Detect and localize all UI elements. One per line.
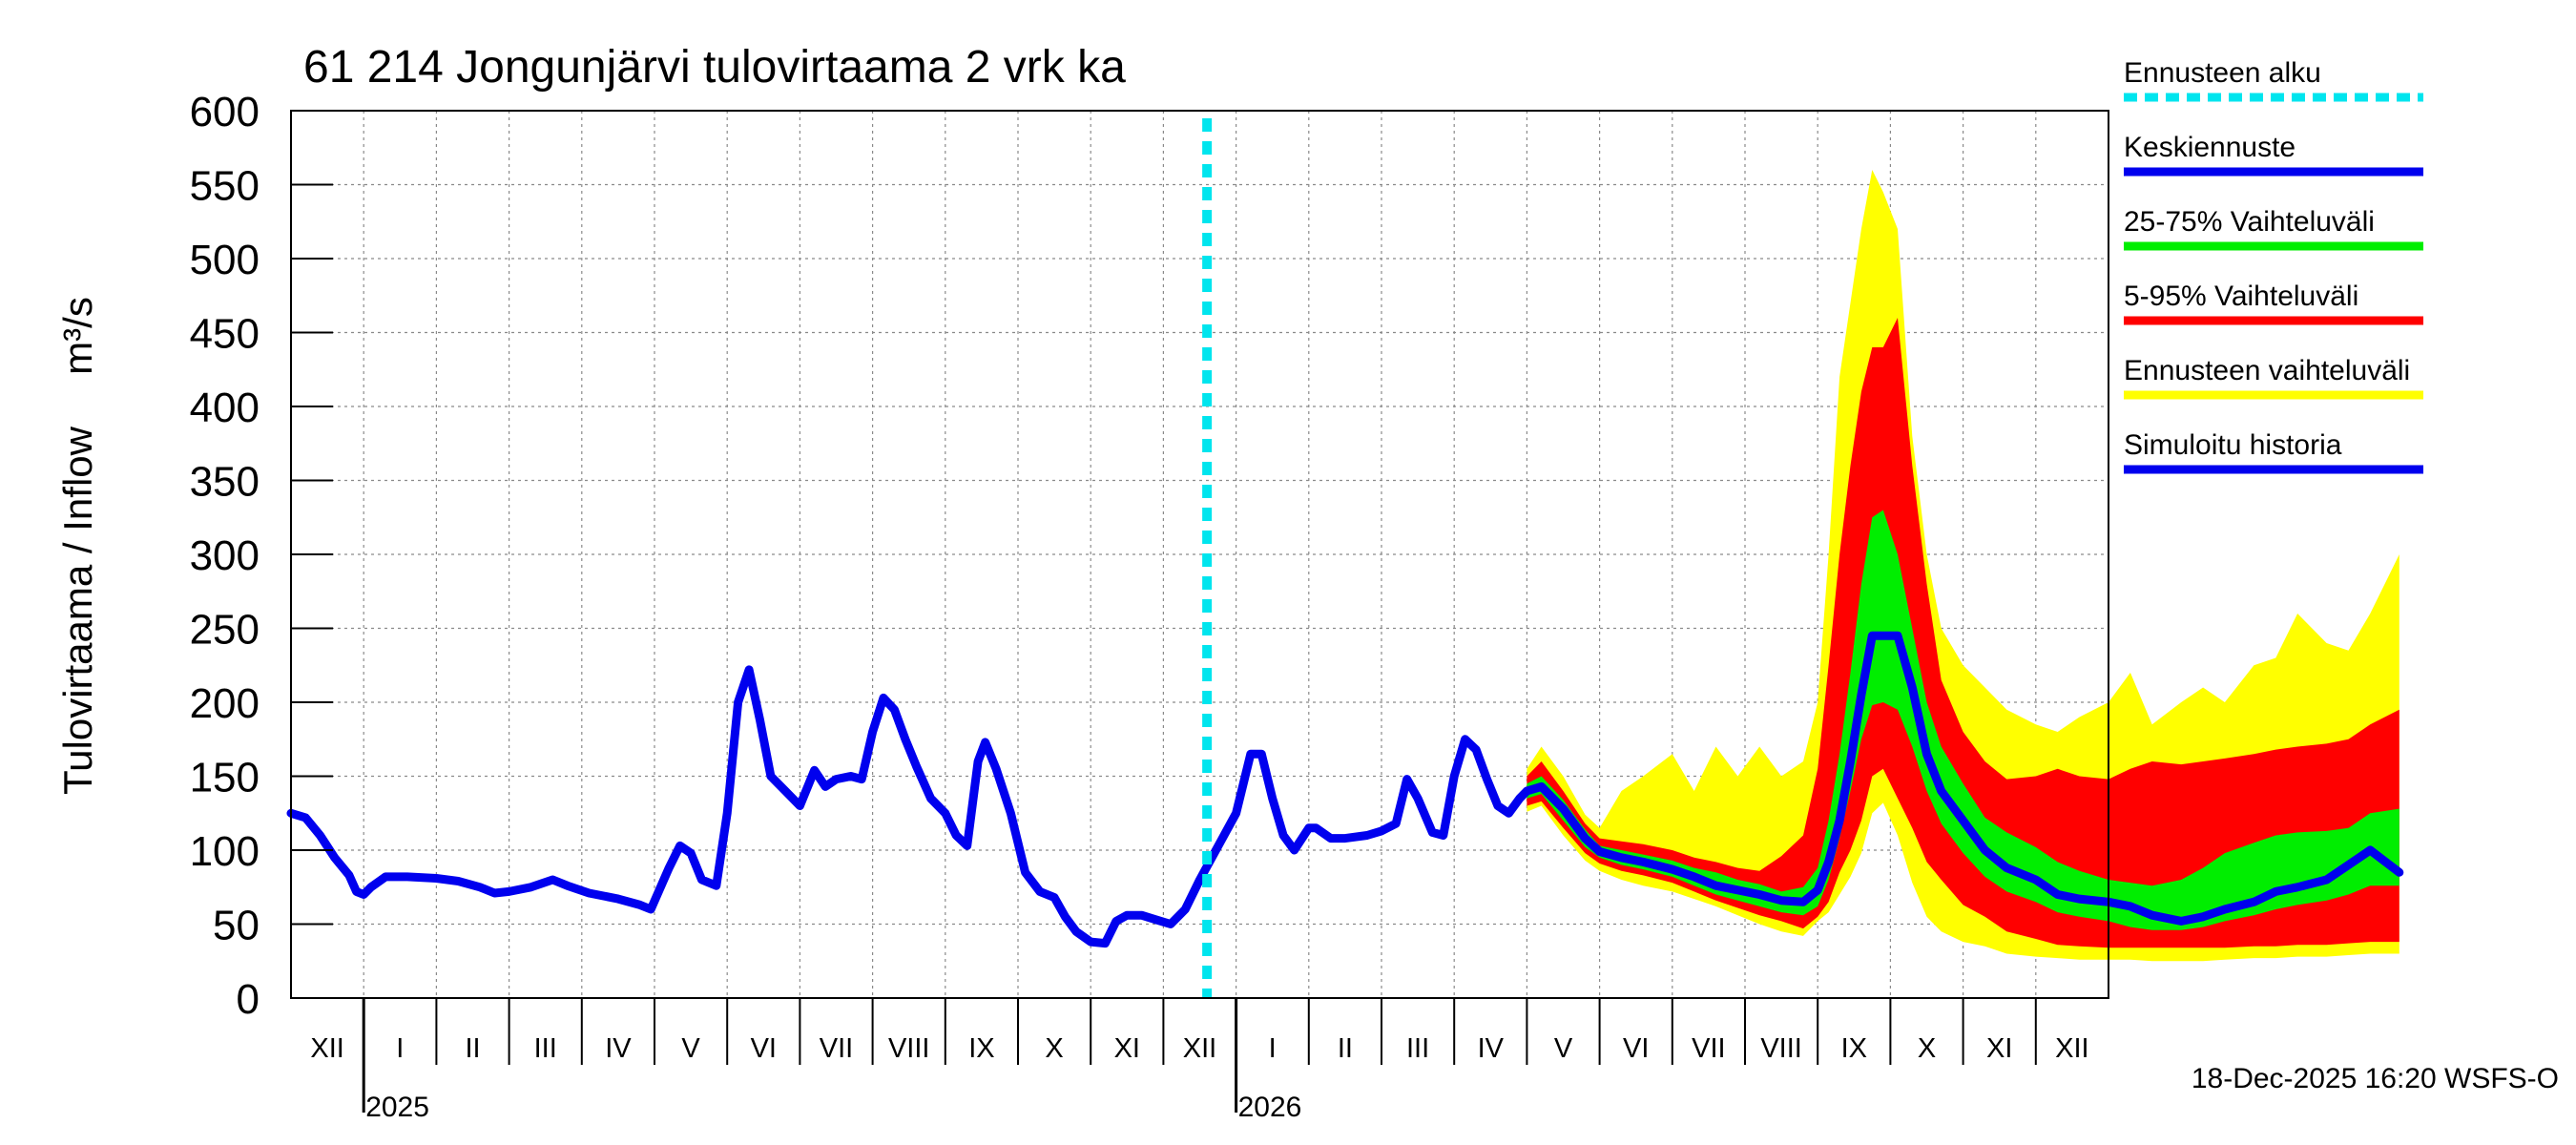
legend-label: 5-95% Vaihteluväli xyxy=(2124,281,2358,312)
x-month-label: IV xyxy=(1478,1033,1505,1064)
y-axis-unit-text: m³/s xyxy=(55,297,100,375)
x-month-label: XII xyxy=(2055,1033,2088,1064)
legend-label: Simuloitu historia xyxy=(2124,429,2342,461)
x-month-label: XII xyxy=(1183,1033,1216,1064)
x-month-label: VI xyxy=(751,1033,777,1064)
forecast-bands xyxy=(1527,170,2399,962)
x-axis-ticks: XII I II III IV V VI VII VIII IX X XI XII I II III IV V VI… xyxy=(310,998,2089,1123)
x-month-label: III xyxy=(1406,1033,1429,1064)
x-month-label: X xyxy=(1045,1033,1063,1064)
legend-label: Keskiennuste xyxy=(2124,132,2296,163)
x-month-label: II xyxy=(465,1033,480,1064)
x-year-label: 2026 xyxy=(1238,1092,1302,1123)
y-axis-unit: m³/s xyxy=(55,297,100,375)
x-month-label: VIII xyxy=(888,1033,930,1064)
y-tick-label: 300 xyxy=(190,532,260,579)
y-tick-label: 200 xyxy=(190,680,260,727)
x-month-label: IV xyxy=(605,1033,632,1064)
x-month-label: XI xyxy=(1986,1033,2012,1064)
band-25-75 xyxy=(1527,510,2399,930)
y-tick-label: 600 xyxy=(190,89,260,135)
y-tick-label: 0 xyxy=(237,976,260,1023)
x-month-label: IX xyxy=(968,1033,994,1064)
x-month-label: IX xyxy=(1841,1033,1867,1064)
y-tick-label: 50 xyxy=(213,903,260,949)
y-tick-label: 400 xyxy=(190,385,260,431)
x-month-label: VII xyxy=(1692,1033,1725,1064)
series-lines xyxy=(286,118,2404,998)
history-line xyxy=(286,665,1531,948)
x-month-label: XII xyxy=(310,1033,343,1064)
legend-label: Ennusteen alku xyxy=(2124,57,2321,89)
x-month-label: V xyxy=(681,1033,700,1064)
x-month-label: VII xyxy=(820,1033,853,1064)
y-axis-title: Tulovirtaama / Inflow xyxy=(55,426,100,795)
x-month-label: X xyxy=(1918,1033,1936,1064)
x-month-label: III xyxy=(534,1033,557,1064)
legend-label: Ennusteen vaihteluväli xyxy=(2124,355,2410,386)
band-full-range xyxy=(1527,170,2399,962)
legend-label: 25-75% Vaihteluväli xyxy=(2124,206,2375,238)
y-tick-label: 550 xyxy=(190,163,260,210)
x-month-label: XI xyxy=(1114,1033,1140,1064)
x-month-label: I xyxy=(396,1033,404,1064)
median-forecast-line xyxy=(1522,631,2404,926)
x-month-label: I xyxy=(1269,1033,1277,1064)
legend: Ennusteen alku Keskiennuste 25-75% Vaihtel… xyxy=(2124,57,2423,474)
plot-frame xyxy=(290,110,2109,999)
y-tick-label: 350 xyxy=(190,459,260,506)
chart-title: 61 214 Jongunjärvi tulovirtaama 2 vrk ka xyxy=(303,42,1126,93)
timestamp: 18-Dec-2025 16:20 WSFS-O xyxy=(2192,1063,2559,1094)
band-5-95 xyxy=(1527,318,2399,948)
y-tick-label: 150 xyxy=(190,755,260,802)
x-month-label: VIII xyxy=(1760,1033,1802,1064)
y-tick-label: 500 xyxy=(190,237,260,283)
y-tick-label: 450 xyxy=(190,311,260,358)
x-month-label: VI xyxy=(1623,1033,1649,1064)
x-month-label: II xyxy=(1338,1033,1353,1064)
x-month-label: V xyxy=(1554,1033,1573,1064)
y-tick-label: 100 xyxy=(190,828,260,875)
y-axis-ticks: 0 50 100 150 200 250 300 350 400 450 500 550 600 xyxy=(190,89,333,1023)
x-year-label: 2025 xyxy=(365,1092,429,1123)
y-axis-label: Tulovirtaama / Inflow xyxy=(55,426,100,795)
y-tick-label: 250 xyxy=(190,607,260,654)
